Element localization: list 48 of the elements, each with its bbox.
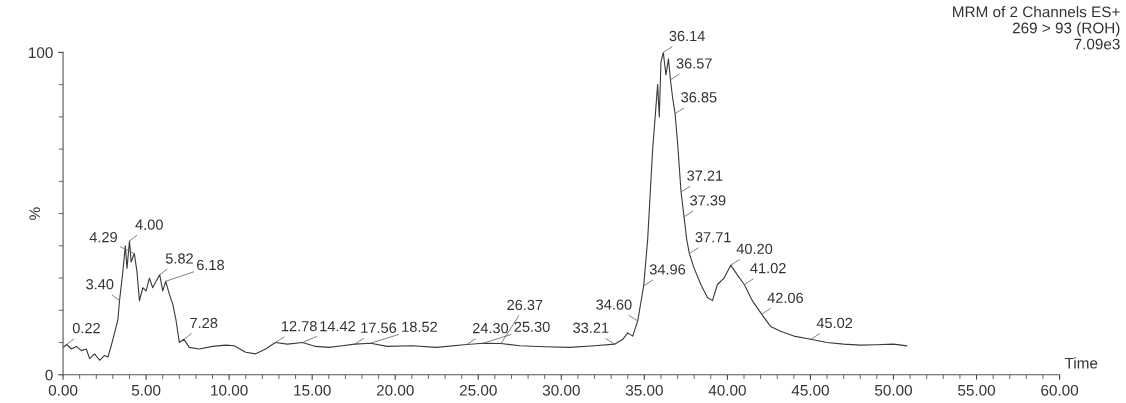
x-tick-label: 45.00 bbox=[791, 384, 829, 396]
annotation: 5.82 bbox=[165, 253, 193, 264]
annotation: 24.30 bbox=[472, 322, 509, 334]
x-tick-label: 35.00 bbox=[625, 384, 663, 396]
annotation: 33.21 bbox=[573, 322, 609, 333]
x-tick-label: 60.00 bbox=[1041, 384, 1079, 396]
annotation: 36.14 bbox=[669, 30, 705, 42]
x-tick-label: 10.00 bbox=[211, 384, 248, 396]
annotation: 4.29 bbox=[89, 232, 117, 243]
annotation: 42.06 bbox=[767, 292, 804, 303]
annotation: 3.40 bbox=[86, 279, 114, 290]
y-tick-label: 0 bbox=[45, 369, 53, 381]
text: MRM of 2 Channels ES+ bbox=[953, 6, 1120, 18]
annotation: 34.96 bbox=[649, 264, 686, 275]
annotation: 7.28 bbox=[190, 317, 218, 329]
line-series bbox=[63, 52, 908, 361]
x-tick-label: 20.00 bbox=[376, 384, 414, 396]
x-tick-label: 40.00 bbox=[708, 384, 746, 396]
annotation: 37.21 bbox=[687, 170, 723, 181]
annotation: 41.02 bbox=[750, 262, 786, 274]
x-axis-title: Time bbox=[1064, 357, 1098, 369]
annotation: 40.20 bbox=[736, 243, 773, 254]
annotation: 17.56 bbox=[361, 322, 397, 333]
x-tick-label: 55.00 bbox=[958, 384, 996, 396]
annotation: 34.60 bbox=[596, 299, 632, 310]
x-tick-label: 0.00 bbox=[48, 384, 78, 396]
x-tick-label: 5.00 bbox=[131, 384, 161, 396]
x-tick-label: 50.00 bbox=[874, 384, 912, 396]
annotation: 25.30 bbox=[514, 321, 550, 332]
annotation: 37.39 bbox=[690, 195, 726, 206]
text: 7.09e3 bbox=[1074, 38, 1120, 50]
x-tick-label: 15.00 bbox=[294, 384, 331, 396]
x-tick-label: 30.00 bbox=[542, 384, 580, 396]
annotation: 18.52 bbox=[402, 321, 437, 332]
annotation: 37.71 bbox=[695, 232, 731, 243]
annotation: 0.22 bbox=[72, 322, 100, 334]
annotation: 36.57 bbox=[676, 58, 712, 69]
y-axis-title: % bbox=[29, 207, 41, 220]
annotation: 45.02 bbox=[816, 317, 853, 329]
annotation: 36.85 bbox=[681, 92, 717, 103]
annotation: 4.00 bbox=[135, 219, 163, 230]
x-tick-label: 25.00 bbox=[459, 384, 497, 396]
annotation: 6.18 bbox=[196, 259, 224, 271]
annotation: 26.37 bbox=[507, 299, 543, 311]
annotation: 14.42 bbox=[320, 321, 355, 332]
y-tick-label: 100 bbox=[29, 47, 53, 59]
text: 269 > 93 (ROH) bbox=[1012, 22, 1120, 37]
annotation: 12.78 bbox=[281, 321, 317, 332]
